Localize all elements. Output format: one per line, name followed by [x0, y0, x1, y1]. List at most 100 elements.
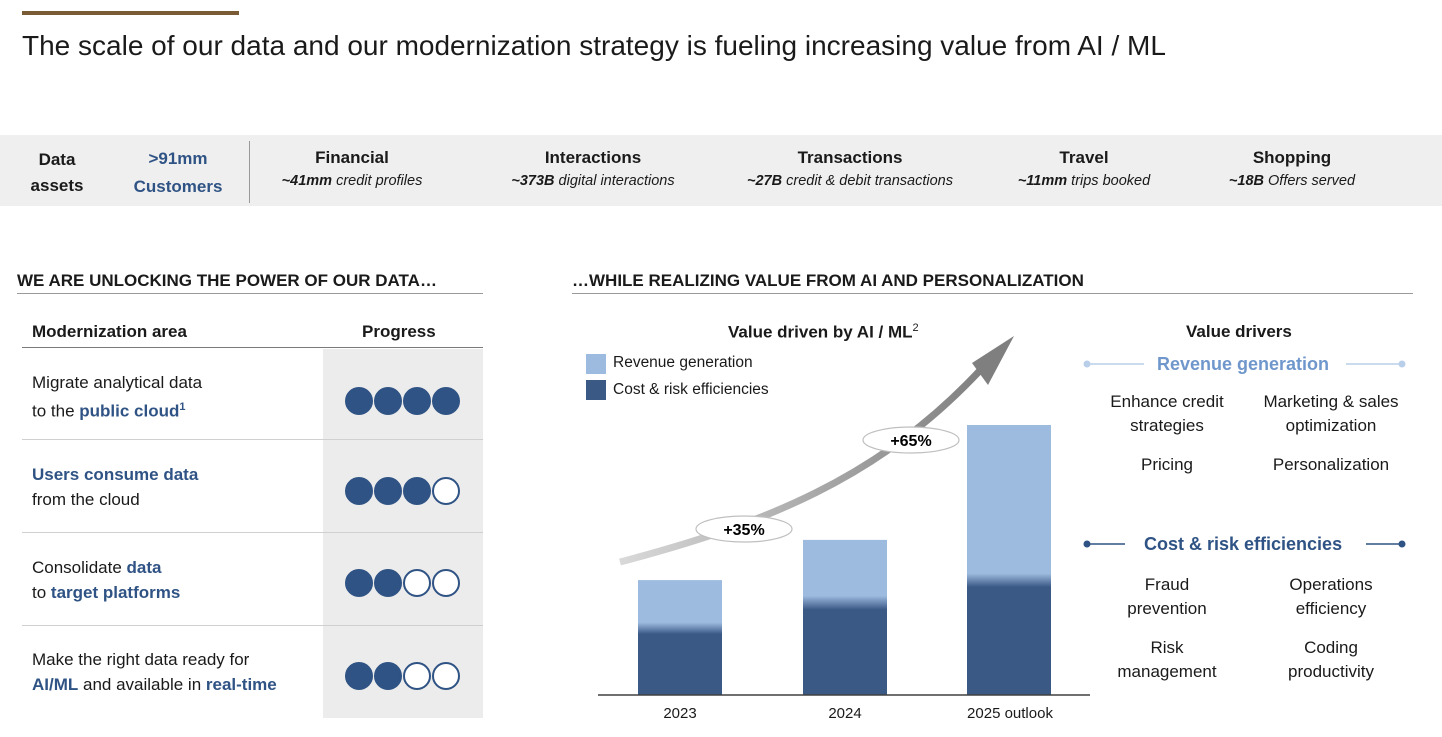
x-tick-label: 2025 outlook: [967, 705, 1053, 722]
category-detail: ~41mm credit profiles: [272, 169, 432, 193]
growth-bubble-1: [695, 515, 793, 543]
row-divider: [22, 625, 483, 626]
legend-label-cost: Cost & risk efficiencies: [613, 381, 769, 398]
right-heading-rule: [572, 293, 1413, 294]
table-header-rule: [22, 347, 483, 348]
cost-heading: Cost & risk efficiencies: [1144, 534, 1343, 554]
row-highlight: real-time: [205, 675, 277, 694]
data-assets-label-line2: assets: [30, 176, 84, 195]
progress-indicator: [345, 387, 460, 415]
growth-label-1: +35%: [723, 522, 764, 539]
customers-label: Customers: [133, 177, 223, 196]
col-header-area: Modernization area: [32, 322, 187, 341]
data-assets-band: [0, 135, 1442, 206]
category-name: Interactions: [544, 148, 642, 167]
cost-heading-lines: [1083, 540, 1406, 548]
category-value: ~41mm: [281, 173, 333, 189]
category-value: ~27B: [747, 173, 783, 189]
row-text-span: and available in: [78, 675, 206, 694]
row-highlight: data: [126, 558, 162, 577]
progress-dot-filled: [403, 387, 431, 415]
progress-dot-filled: [403, 477, 431, 505]
category-interactions: Interactions ~373B digital interactions: [498, 147, 688, 193]
progress-dot-empty: [403, 569, 431, 597]
row-text-line: from the cloud: [32, 490, 140, 509]
progress-dot-filled: [374, 477, 402, 505]
drivers-title: Value drivers: [1186, 322, 1292, 341]
customers-stat: >91mm Customers: [118, 145, 238, 201]
row-highlight: AI/ML: [32, 675, 79, 694]
value-chart: +35% +65%: [598, 336, 1090, 696]
row-highlight: public cloud: [79, 401, 180, 421]
table-row: Migrate analytical data to the public cl…: [32, 370, 202, 424]
progress-dot-filled: [345, 387, 373, 415]
driver-line: efficiency: [1295, 599, 1367, 618]
category-desc: credit & debit transactions: [782, 173, 953, 189]
driver-item: Fraud prevention: [1092, 573, 1242, 621]
category-value: ~373B: [511, 173, 555, 189]
category-detail: ~27B credit & debit transactions: [730, 169, 970, 193]
driver-item: Marketing & sales optimization: [1250, 390, 1412, 438]
progress-indicator: [345, 569, 460, 597]
driver-line: Marketing & sales: [1263, 392, 1399, 411]
row-text-line: to the public cloud1: [32, 395, 202, 424]
progress-dot-filled: [432, 387, 460, 415]
progress-dot-filled: [345, 569, 373, 597]
category-name: Financial: [315, 148, 389, 167]
driver-line: management: [1117, 662, 1217, 681]
driver-item: Operations efficiency: [1250, 573, 1412, 621]
left-heading-rule: [17, 293, 483, 294]
category-name: Travel: [1059, 148, 1109, 167]
progress-dot-empty: [403, 662, 431, 690]
progress-dot-filled: [374, 387, 402, 415]
right-section-heading: …WHILE REALIZING VALUE FROM AI AND PERSO…: [572, 271, 1084, 290]
row-highlight: target platforms: [50, 583, 181, 602]
data-assets-label: Data assets: [22, 147, 92, 199]
growth-bubble-2: [862, 426, 960, 454]
driver-line: prevention: [1127, 599, 1207, 618]
x-tick-label: 2023: [663, 705, 697, 722]
driver-line: Coding: [1304, 638, 1358, 657]
progress-dot-filled: [374, 569, 402, 597]
table-row: Users consume data from the cloud: [32, 462, 198, 512]
category-detail: ~11mm trips booked: [1004, 169, 1164, 193]
category-name: Shopping: [1252, 148, 1332, 167]
legend-label-revenue: Revenue generation: [613, 354, 753, 371]
category-travel: Travel ~11mm trips booked: [1004, 147, 1164, 193]
row-text-line: Make the right data ready for: [32, 650, 250, 669]
driver-item: Pricing: [1141, 455, 1193, 474]
bar-2025-outlook: [967, 425, 1051, 695]
chart-title-text: Value driven by AI / ML: [728, 322, 913, 342]
driver-line: Fraud: [1144, 575, 1190, 594]
row-highlight: Users consume data: [32, 465, 199, 484]
progress-dot-filled: [345, 477, 373, 505]
driver-item: Personalization: [1272, 455, 1390, 474]
category-value: ~11mm: [1017, 173, 1068, 189]
footnote-ref: 1: [179, 401, 186, 413]
driver-line: Risk: [1150, 638, 1184, 657]
customers-value: >91mm: [148, 149, 208, 168]
driver-line: Operations: [1289, 575, 1373, 594]
progress-dot-filled: [345, 662, 373, 690]
row-text-line: to target platforms: [32, 580, 180, 605]
driver-line: productivity: [1288, 662, 1374, 681]
driver-item: Risk management: [1092, 636, 1242, 684]
row-text-line: Migrate analytical data: [32, 373, 203, 392]
col-header-progress: Progress: [362, 322, 436, 341]
category-shopping: Shopping ~18B Offers served: [1212, 147, 1372, 193]
page-title: The scale of our data and our modernizat…: [22, 30, 1166, 61]
revenue-heading: Revenue generation: [1157, 354, 1330, 374]
category-desc: Offers served: [1264, 173, 1356, 189]
driver-line: Enhance credit: [1110, 392, 1224, 411]
growth-arrow-head: [972, 336, 1014, 385]
driver-item: Coding productivity: [1250, 636, 1412, 684]
x-tick-label: 2024: [828, 705, 862, 722]
progress-dot-empty: [432, 569, 460, 597]
bar-2023: [638, 580, 722, 695]
progress-indicator: [345, 662, 460, 690]
category-value: ~18B: [1228, 173, 1264, 189]
data-assets-label-line1: Data: [38, 150, 76, 169]
driver-line: strategies: [1130, 416, 1204, 435]
row-text-span: to the: [32, 401, 80, 421]
row-text-line: Consolidate data: [32, 555, 180, 580]
